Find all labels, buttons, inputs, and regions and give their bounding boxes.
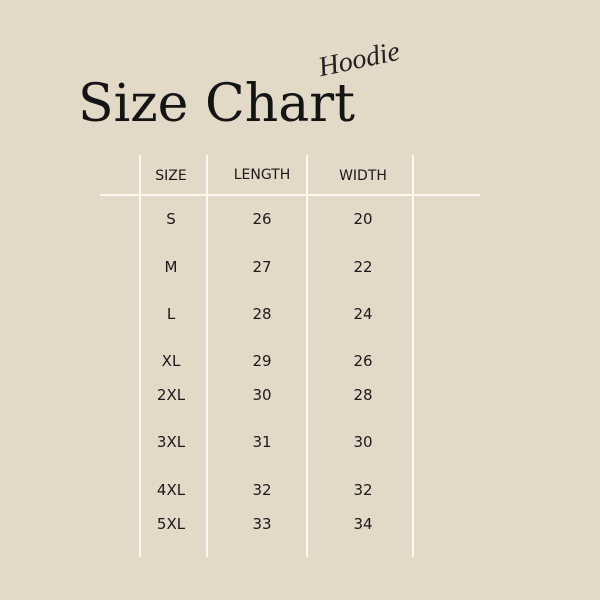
width-cell: 34 bbox=[353, 515, 373, 533]
size-cell: 3XL bbox=[156, 433, 186, 451]
size-cell: S bbox=[166, 210, 176, 228]
width-cell: 32 bbox=[353, 481, 373, 499]
header-size: SIZE bbox=[155, 168, 187, 184]
page-title: Size Chart bbox=[78, 74, 355, 134]
header-length: LENGTH bbox=[233, 167, 291, 183]
column-divider bbox=[206, 155, 208, 557]
column-divider bbox=[306, 155, 308, 557]
length-cell: 27 bbox=[252, 258, 272, 276]
length-cell: 30 bbox=[252, 386, 272, 404]
column-divider bbox=[139, 155, 141, 557]
width-cell: 20 bbox=[353, 210, 373, 228]
header-divider bbox=[100, 194, 480, 196]
length-cell: 32 bbox=[252, 481, 272, 499]
width-cell: 28 bbox=[353, 386, 373, 404]
size-cell: 2XL bbox=[156, 386, 186, 404]
length-cell: 26 bbox=[252, 210, 272, 228]
width-cell: 26 bbox=[353, 352, 373, 370]
size-cell: 4XL bbox=[156, 481, 186, 499]
column-divider bbox=[412, 155, 414, 557]
length-cell: 33 bbox=[252, 515, 272, 533]
size-cell: L bbox=[166, 305, 176, 323]
length-cell: 29 bbox=[252, 352, 272, 370]
length-cell: 28 bbox=[252, 305, 272, 323]
width-cell: 22 bbox=[353, 258, 373, 276]
width-cell: 24 bbox=[353, 305, 373, 323]
size-cell: XL bbox=[161, 352, 181, 370]
size-cell: M bbox=[164, 258, 178, 276]
size-cell: 5XL bbox=[156, 515, 186, 533]
width-cell: 30 bbox=[353, 433, 373, 451]
header-width: WIDTH bbox=[339, 168, 387, 184]
length-cell: 31 bbox=[252, 433, 272, 451]
